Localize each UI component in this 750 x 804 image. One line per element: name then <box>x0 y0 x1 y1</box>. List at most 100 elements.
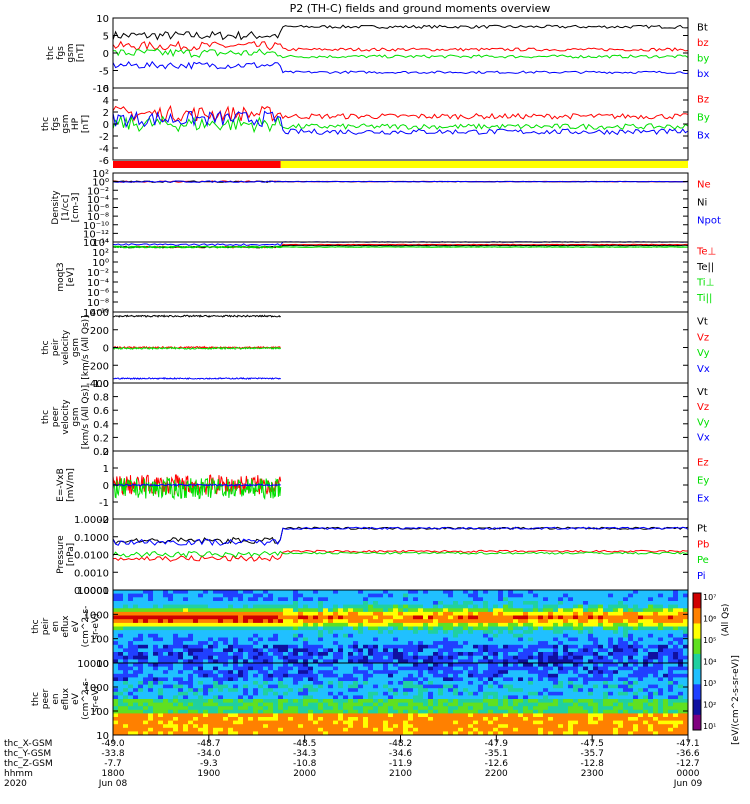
spectrogram-cell <box>578 663 584 667</box>
spectrogram-cell <box>648 615 654 620</box>
spectrogram-cell <box>538 611 544 616</box>
spectrogram-cell <box>378 666 384 671</box>
spectrogram-cell <box>133 724 139 729</box>
spectrogram-cell <box>248 663 254 667</box>
spectrogram-cell <box>283 724 289 729</box>
spectrogram-cell <box>468 659 474 664</box>
y-tick-label: 0.8 <box>93 393 109 404</box>
spectrogram-cell <box>423 593 429 598</box>
spectrogram-cell <box>163 644 169 649</box>
spectrogram-cell <box>383 593 389 598</box>
spectrogram-cell <box>268 688 274 693</box>
spectrogram-cell <box>503 720 509 725</box>
spectrogram-cell <box>288 637 294 642</box>
spectrogram-cell <box>568 717 574 721</box>
spectrogram-cell <box>253 706 259 711</box>
spectrogram-cell <box>158 611 164 616</box>
spectrogram-cell <box>558 648 564 653</box>
spectrogram-cell <box>153 644 159 649</box>
spectrogram-cell <box>218 608 224 613</box>
spectrogram-cell <box>393 724 399 729</box>
spectrogram-cell <box>263 670 269 675</box>
spectrogram-cell <box>188 593 194 598</box>
spectrogram-cell <box>618 641 624 646</box>
spectrogram-cell <box>223 709 229 714</box>
spectrogram-cell <box>218 619 224 624</box>
spectrogram-cell <box>553 706 559 711</box>
spectrogram-cell <box>128 659 134 664</box>
spectrogram-cell <box>558 641 564 646</box>
spectrogram-cell <box>323 622 329 627</box>
spectrogram-cell <box>483 590 489 594</box>
spectrogram-cell <box>678 717 684 721</box>
spectrogram-cell <box>488 619 494 624</box>
spectrogram-cell <box>318 670 324 675</box>
spectrogram-cell <box>243 608 249 613</box>
spectrogram-cell <box>403 702 409 707</box>
spectrogram-cell <box>453 637 459 642</box>
spectrogram-cell <box>433 727 439 732</box>
spectrogram-cell <box>578 713 584 718</box>
spectrogram-cell <box>293 673 299 678</box>
spectrogram-cell <box>683 677 689 682</box>
spectrogram-cell <box>513 681 519 685</box>
spectrogram-cell <box>513 619 519 624</box>
spectrogram-cell <box>188 702 194 707</box>
spectrogram-cell <box>683 604 689 609</box>
spectrogram-cell <box>333 652 339 656</box>
spectrogram-cell <box>488 590 494 594</box>
spectrogram-cell <box>503 601 509 605</box>
spectrogram-cell <box>118 720 124 725</box>
spectrogram-cell <box>348 637 354 642</box>
spectrogram-cell <box>423 611 429 616</box>
spectrogram-cell <box>118 626 124 631</box>
spectrogram-cell <box>198 727 204 732</box>
spectrogram-cell <box>588 713 594 718</box>
spectrogram-cell <box>663 695 669 700</box>
spectrogram-cell <box>123 670 129 675</box>
spectrogram-cell <box>298 720 304 725</box>
spectrogram-cell <box>128 666 134 671</box>
spectrogram-cell <box>308 644 314 649</box>
spectrogram-cell <box>428 720 434 725</box>
spectrogram-cell <box>273 630 279 635</box>
spectrogram-cell <box>508 652 514 656</box>
spectrogram-cell <box>628 637 634 642</box>
spectrogram-cell <box>258 731 264 736</box>
spectrogram-cell <box>413 601 419 605</box>
spectrogram-cell <box>633 727 639 732</box>
spectrogram-cell <box>358 691 364 696</box>
spectrogram-cell <box>658 641 664 646</box>
spectrogram-cell <box>638 731 644 736</box>
spectrogram-cell <box>423 695 429 700</box>
spectrogram-cell <box>228 615 234 620</box>
spectrogram-cell <box>678 670 684 675</box>
spectrogram-cell <box>448 597 454 602</box>
spectrogram-cell <box>438 691 444 696</box>
spectrogram-cell <box>128 706 134 711</box>
spectrogram-cell <box>568 644 574 649</box>
spectrogram-cell <box>273 666 279 671</box>
spectrogram-cell <box>123 681 129 685</box>
spectrogram-cell <box>263 691 269 696</box>
spectrogram-cell <box>518 720 524 725</box>
colorbar-tick-label: 10¹ <box>703 722 716 731</box>
spectrogram-cell <box>538 630 544 635</box>
spectrogram-cell <box>518 684 524 689</box>
spectrogram-cell <box>638 608 644 613</box>
spectrogram-cell <box>603 659 609 664</box>
spectrogram-cell <box>138 630 144 635</box>
spectrogram-cell <box>488 648 494 653</box>
spectrogram-cell <box>293 648 299 653</box>
spectrogram-cell <box>583 666 589 671</box>
spectrogram-cell <box>463 590 469 594</box>
spectrogram-cell <box>183 626 189 631</box>
spectrogram-cell <box>378 644 384 649</box>
spectrogram-cell <box>613 691 619 696</box>
spectrogram-cell <box>663 659 669 664</box>
spectrogram-cell <box>613 601 619 605</box>
spectrogram-cell <box>493 604 499 609</box>
y-axis-label: velocity <box>61 399 71 435</box>
spectrogram-cell <box>638 688 644 693</box>
spectrogram-cell <box>283 713 289 718</box>
